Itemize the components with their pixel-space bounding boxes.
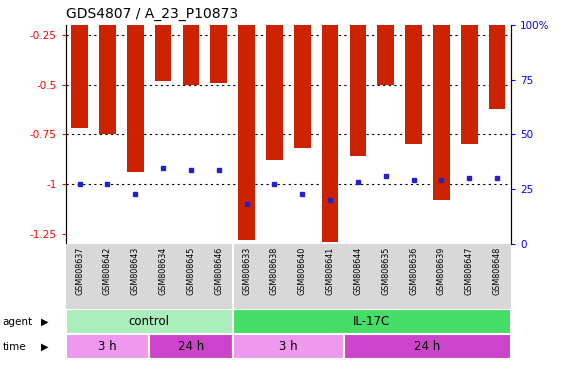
Bar — [66, 309, 233, 334]
Text: GSM808638: GSM808638 — [270, 247, 279, 295]
Text: GSM808636: GSM808636 — [409, 247, 418, 295]
Bar — [377, 0, 394, 84]
Text: GSM808635: GSM808635 — [381, 247, 391, 295]
Bar — [489, 0, 505, 109]
Bar — [349, 0, 367, 156]
Text: GSM808643: GSM808643 — [131, 247, 140, 295]
Text: GSM808639: GSM808639 — [437, 247, 446, 295]
Text: ▶: ▶ — [41, 316, 49, 327]
Text: ▶: ▶ — [41, 341, 49, 352]
Text: GSM808634: GSM808634 — [159, 247, 168, 295]
Bar — [210, 0, 227, 83]
Bar — [322, 0, 339, 242]
Text: GDS4807 / A_23_P10873: GDS4807 / A_23_P10873 — [66, 7, 238, 21]
Bar — [149, 334, 233, 359]
Text: GSM808645: GSM808645 — [186, 247, 195, 295]
Bar — [233, 334, 344, 359]
Text: agent: agent — [3, 316, 33, 327]
Text: 24 h: 24 h — [415, 340, 441, 353]
Bar — [433, 0, 450, 200]
Text: GSM808642: GSM808642 — [103, 247, 112, 295]
Bar — [294, 0, 311, 148]
Bar — [183, 0, 199, 84]
Text: GSM808647: GSM808647 — [465, 247, 474, 295]
Bar — [71, 0, 88, 128]
Bar — [461, 0, 477, 144]
Text: GSM808644: GSM808644 — [353, 247, 363, 295]
Text: GSM808640: GSM808640 — [297, 247, 307, 295]
Bar — [66, 334, 149, 359]
Text: GSM808641: GSM808641 — [325, 247, 335, 295]
Text: GSM808648: GSM808648 — [493, 247, 502, 295]
Bar — [266, 0, 283, 160]
Text: GSM808646: GSM808646 — [214, 247, 223, 295]
Text: 3 h: 3 h — [279, 340, 297, 353]
Text: ■: ■ — [66, 383, 78, 384]
Text: 24 h: 24 h — [178, 340, 204, 353]
Bar — [99, 0, 116, 134]
Text: IL-17C: IL-17C — [353, 315, 391, 328]
Bar — [233, 309, 511, 334]
Bar — [405, 0, 422, 144]
Bar — [344, 334, 511, 359]
Bar — [127, 0, 144, 172]
Text: time: time — [3, 341, 26, 352]
Text: control: control — [128, 315, 170, 328]
Text: GSM808637: GSM808637 — [75, 247, 84, 295]
Text: GSM808633: GSM808633 — [242, 247, 251, 295]
Text: 3 h: 3 h — [98, 340, 116, 353]
Bar — [238, 0, 255, 240]
Bar — [155, 0, 171, 81]
